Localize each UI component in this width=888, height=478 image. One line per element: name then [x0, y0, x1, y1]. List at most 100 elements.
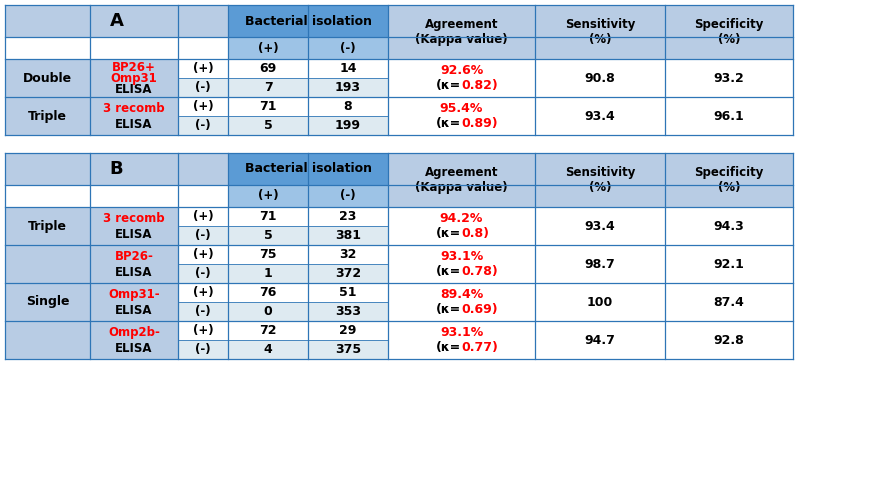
- Text: 0.69): 0.69): [462, 303, 498, 316]
- Bar: [5, 153, 228, 185]
- Text: (-): (-): [340, 189, 356, 203]
- Text: 0.82): 0.82): [462, 79, 498, 92]
- Bar: [665, 207, 793, 245]
- Text: (κ=: (κ=: [436, 79, 462, 92]
- Text: 23: 23: [339, 210, 357, 223]
- Bar: [178, 264, 228, 283]
- Text: Triple: Triple: [28, 109, 67, 122]
- Bar: [388, 59, 535, 97]
- Text: 93.2: 93.2: [714, 72, 744, 85]
- Text: 100: 100: [587, 295, 613, 308]
- Text: 14: 14: [339, 62, 357, 75]
- Text: 87.4: 87.4: [714, 295, 744, 308]
- Bar: [178, 302, 228, 321]
- Text: Agreement
(Kappa value): Agreement (Kappa value): [416, 18, 508, 46]
- Bar: [535, 207, 665, 245]
- Text: (κ=: (κ=: [436, 341, 462, 354]
- Text: 7: 7: [264, 81, 273, 94]
- Bar: [308, 302, 388, 321]
- Text: (-): (-): [195, 81, 210, 94]
- Text: (+): (+): [258, 42, 278, 54]
- Bar: [90, 245, 178, 283]
- Bar: [178, 207, 228, 226]
- Text: (+): (+): [193, 62, 213, 75]
- Bar: [308, 321, 388, 340]
- Bar: [665, 59, 793, 97]
- Bar: [388, 5, 535, 59]
- Bar: [308, 97, 388, 116]
- Bar: [5, 207, 90, 245]
- Bar: [228, 245, 308, 264]
- Text: 199: 199: [335, 119, 361, 132]
- Bar: [178, 340, 228, 359]
- Bar: [308, 185, 388, 207]
- Text: Sensitivity
(%): Sensitivity (%): [565, 18, 635, 46]
- Text: 193: 193: [335, 81, 361, 94]
- Text: 381: 381: [335, 229, 361, 242]
- Bar: [388, 153, 535, 207]
- Bar: [308, 116, 388, 135]
- Bar: [5, 5, 228, 37]
- Text: 4: 4: [264, 343, 273, 356]
- Text: 90.8: 90.8: [584, 72, 615, 85]
- Text: 0.8): 0.8): [462, 227, 489, 240]
- Text: 375: 375: [335, 343, 361, 356]
- Text: 29: 29: [339, 324, 357, 337]
- Text: 8: 8: [344, 100, 353, 113]
- Bar: [308, 37, 388, 59]
- Text: 5: 5: [264, 119, 273, 132]
- Text: (-): (-): [195, 267, 210, 280]
- Text: (-): (-): [195, 343, 210, 356]
- Text: ELISA: ELISA: [115, 342, 153, 355]
- Bar: [228, 97, 308, 116]
- Bar: [90, 321, 178, 359]
- Bar: [5, 245, 90, 359]
- Bar: [665, 321, 793, 359]
- Bar: [535, 321, 665, 359]
- Text: Triple: Triple: [28, 219, 67, 232]
- Bar: [535, 97, 665, 135]
- Text: 95.4%: 95.4%: [440, 102, 483, 115]
- Text: Bacterial isolation: Bacterial isolation: [244, 14, 371, 28]
- Text: (κ=: (κ=: [436, 303, 462, 316]
- Text: BP26+: BP26+: [112, 61, 156, 74]
- Bar: [228, 59, 308, 78]
- Text: 92.1: 92.1: [714, 258, 744, 271]
- Text: 92.6%: 92.6%: [440, 64, 483, 77]
- Text: ELISA: ELISA: [115, 118, 153, 131]
- Bar: [90, 207, 178, 245]
- Text: Omp31: Omp31: [111, 73, 157, 86]
- Bar: [308, 78, 388, 97]
- Text: (-): (-): [195, 229, 210, 242]
- Bar: [308, 245, 388, 264]
- Bar: [90, 97, 178, 135]
- Bar: [388, 283, 535, 321]
- Bar: [308, 340, 388, 359]
- Text: A: A: [109, 12, 123, 30]
- Text: 3 recomb: 3 recomb: [103, 212, 165, 225]
- Bar: [228, 185, 308, 207]
- Bar: [228, 116, 308, 135]
- Text: 93.1%: 93.1%: [440, 326, 483, 339]
- Text: (+): (+): [193, 210, 213, 223]
- Bar: [90, 59, 178, 97]
- Text: Double: Double: [23, 72, 72, 85]
- Bar: [178, 245, 228, 264]
- Text: B: B: [110, 160, 123, 178]
- Text: Specificity
(%): Specificity (%): [694, 18, 764, 46]
- Bar: [665, 245, 793, 283]
- Text: 0: 0: [264, 305, 273, 318]
- Bar: [665, 5, 793, 59]
- Text: BP26-: BP26-: [115, 250, 154, 263]
- Text: 89.4%: 89.4%: [440, 288, 483, 301]
- Text: (+): (+): [193, 286, 213, 299]
- Bar: [535, 283, 665, 321]
- Text: ELISA: ELISA: [115, 228, 153, 241]
- Text: 96.1: 96.1: [714, 109, 744, 122]
- Text: 1: 1: [264, 267, 273, 280]
- Text: ELISA: ELISA: [115, 304, 153, 317]
- Text: 71: 71: [259, 100, 277, 113]
- Bar: [228, 321, 308, 340]
- Text: Agreement
(Kappa value): Agreement (Kappa value): [416, 166, 508, 194]
- Text: 75: 75: [259, 248, 277, 261]
